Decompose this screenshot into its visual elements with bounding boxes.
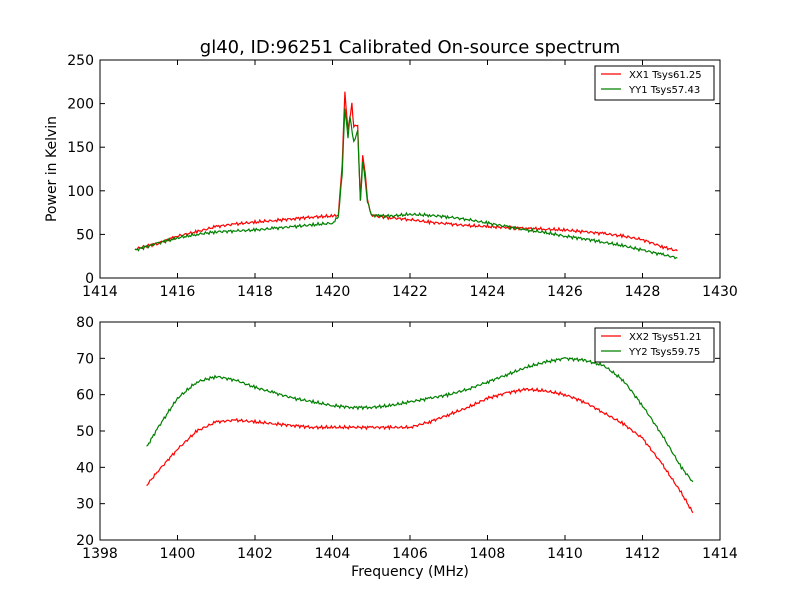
y-tick-label: 250 bbox=[67, 53, 94, 69]
series-line-2 bbox=[146, 356, 694, 483]
y-tick-label: 100 bbox=[67, 184, 94, 200]
y-tick-label: 60 bbox=[76, 388, 94, 404]
x-tick-label: 1404 bbox=[315, 546, 351, 562]
x-tick-label: 1412 bbox=[625, 546, 661, 562]
y-tick-label: 80 bbox=[76, 315, 94, 331]
series-line-1 bbox=[134, 91, 678, 252]
x-tick-label: 1420 bbox=[315, 284, 351, 300]
y-tick-label: 50 bbox=[76, 227, 94, 243]
chart-title: gl40, ID:96251 Calibrated On-source spec… bbox=[200, 37, 620, 58]
x-tick-label: 1418 bbox=[237, 284, 273, 300]
x-tick-label: 1422 bbox=[392, 284, 428, 300]
x-tick-label: 1430 bbox=[702, 284, 738, 300]
x-tick-label: 1414 bbox=[82, 284, 118, 300]
series-line-2 bbox=[134, 108, 678, 260]
x-tick-label: 1400 bbox=[160, 546, 196, 562]
x-tick-label: 1428 bbox=[625, 284, 661, 300]
y-tick-label: 0 bbox=[85, 271, 94, 287]
y-tick-label: 50 bbox=[76, 424, 94, 440]
legend-box bbox=[594, 327, 715, 363]
series-line-1 bbox=[146, 387, 694, 514]
bottom-panel: 1398 1400 1402 1404 1406 1408 1410 1412 1414 20 30… bbox=[76, 315, 738, 562]
x-axis-label: Frequency (MHz) bbox=[351, 564, 469, 580]
x-tick-label: 1410 bbox=[547, 546, 583, 562]
x-tick-label: 1402 bbox=[237, 546, 273, 562]
x-tick-label: 1414 bbox=[702, 546, 738, 562]
x-tick-label: 1406 bbox=[392, 546, 428, 562]
y-tick-label: 20 bbox=[76, 533, 94, 549]
y-tick-label: 30 bbox=[76, 497, 94, 513]
legend-entry: YY1 Tsys57.43 bbox=[628, 85, 700, 96]
x-tick-label: 1398 bbox=[82, 546, 118, 562]
legend-entry: YY2 Tsys59.75 bbox=[628, 347, 700, 358]
legend-entry: XX2 Tsys51.21 bbox=[629, 332, 702, 343]
y-tick-label: 40 bbox=[76, 460, 94, 476]
y-axis-label: Power in Kelvin bbox=[44, 116, 60, 222]
y-tick-label: 150 bbox=[67, 140, 94, 156]
y-tick-label: 200 bbox=[67, 97, 94, 113]
y-tick-label: 70 bbox=[76, 351, 94, 367]
legend: XX2 Tsys51.21 YY2 Tsys59.75 bbox=[594, 327, 715, 363]
legend-entry: XX1 Tsys61.25 bbox=[629, 70, 702, 81]
x-tick-label: 1416 bbox=[160, 284, 196, 300]
x-tick-label: 1426 bbox=[547, 284, 583, 300]
x-tick-label: 1408 bbox=[470, 546, 506, 562]
x-tick-label: 1424 bbox=[470, 284, 506, 300]
legend-box bbox=[594, 65, 715, 101]
top-panel: 1414 1416 1418 1420 1422 1424 1426 1428 1430 0 50 1… bbox=[67, 53, 738, 300]
legend: XX1 Tsys61.25 YY1 Tsys57.43 bbox=[594, 65, 715, 101]
